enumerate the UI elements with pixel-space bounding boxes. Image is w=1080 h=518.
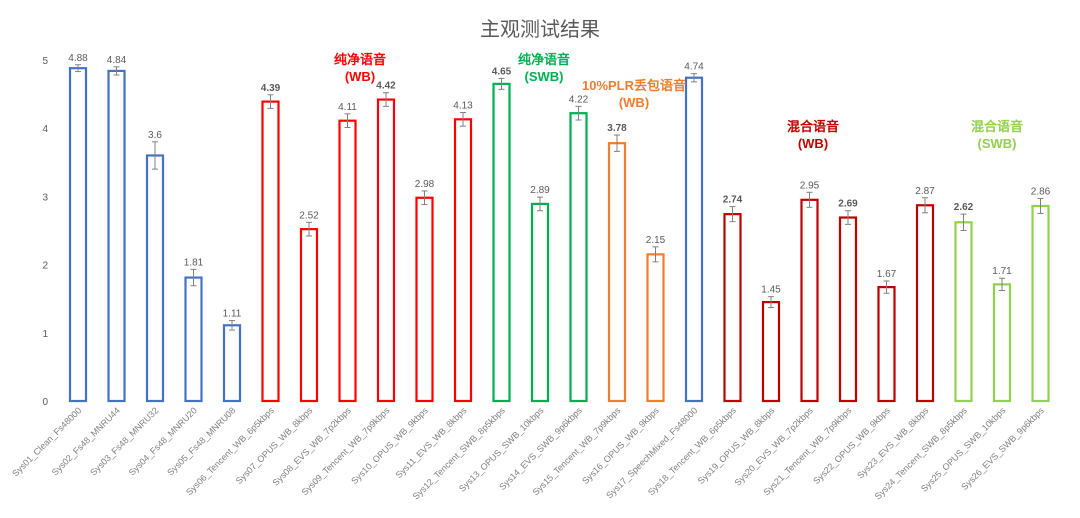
- y-tick-label: 4: [42, 124, 48, 135]
- bar: [338, 119, 357, 403]
- group-annotation: 混合语音 (WB): [787, 119, 839, 151]
- y-axis: 0 1 2 3 4 5: [42, 56, 48, 408]
- annotation-subtitle: (WB): [345, 69, 375, 84]
- annotation-title: 纯净语音: [518, 52, 570, 67]
- data-label: 4.13: [453, 101, 473, 112]
- bar: [954, 221, 973, 403]
- bar: [569, 112, 588, 403]
- bar: [530, 202, 550, 403]
- y-tick-label: 0: [42, 397, 48, 408]
- bar: [915, 204, 935, 403]
- data-label: 1.81: [184, 257, 204, 268]
- y-tick-label: 1: [42, 329, 48, 340]
- category-label: Sys01_Clean_Fs48000: [10, 405, 83, 478]
- bar: [376, 98, 396, 403]
- data-label: 1.11: [223, 309, 242, 320]
- group-annotations: 纯净语音(WB)纯净语音(SWB)10%PLR丢包语音(WB)混合语音(WB)混…: [334, 52, 1023, 151]
- bar: [453, 118, 473, 403]
- y-tick-label: 2: [42, 261, 48, 272]
- data-label: 2.69: [838, 199, 858, 210]
- bar: [222, 324, 242, 403]
- category-label: Sys03_Fs48_MNRU32: [88, 405, 160, 477]
- data-label: 4.39: [261, 83, 281, 94]
- category-label: Sys04_Fs48_MNRU20: [127, 405, 199, 477]
- bar: [107, 69, 126, 403]
- category-label: Sys02_Fs48_MNRU44: [50, 405, 122, 477]
- bar: [261, 100, 280, 403]
- annotation-subtitle: (WB): [798, 136, 828, 151]
- data-label: 4.22: [569, 94, 589, 105]
- annotation-title: 纯净语音: [334, 52, 386, 67]
- bar: [723, 213, 742, 403]
- data-label: 4.42: [376, 81, 396, 92]
- annotation-subtitle: (SWB): [525, 69, 564, 84]
- data-label: 2.95: [800, 180, 820, 191]
- bar-group: 4.84 Sys02_Fs48_MNRU44: [50, 55, 127, 478]
- category-label: Sys05_Fs48_MNRU08: [165, 405, 237, 477]
- data-label: 1.67: [877, 269, 897, 280]
- bar-series: 4.88 Sys01_Clean_Fs48000 4.84 Sys02_Fs48_MN…: [10, 53, 1050, 502]
- bar: [646, 253, 665, 403]
- annotation-subtitle: (SWB): [978, 136, 1017, 151]
- data-label: 2.98: [415, 179, 435, 190]
- group-annotation: 纯净语音 (WB): [334, 52, 386, 84]
- category-label: Sys10_OPUS_WB_9kbps: [349, 405, 430, 486]
- category-label: Sys07_OPUS_WB_8kbps: [234, 405, 315, 486]
- data-label: 4.74: [684, 62, 704, 73]
- bar: [838, 216, 858, 403]
- bar: [800, 198, 819, 403]
- category-label: Sys11_EVS_WB_8kbps: [394, 405, 469, 480]
- data-label: 2.15: [646, 235, 666, 246]
- bar: [761, 301, 781, 403]
- y-tick-label: 3: [42, 192, 48, 203]
- bar-group: 4.88 Sys01_Clean_Fs48000: [10, 53, 88, 479]
- bar: [607, 142, 627, 403]
- category-label: Sys19_OPUS_WB_8kbps: [696, 405, 777, 486]
- group-annotation: 混合语音 (SWB): [971, 119, 1023, 151]
- data-label: 2.89: [530, 185, 550, 196]
- bar: [1031, 204, 1050, 403]
- bar: [877, 286, 896, 403]
- group-annotation: 10%PLR丢包语音 (WB): [582, 78, 686, 110]
- bar: [992, 283, 1012, 403]
- category-label: Sys26_EVS_SWB_9p6kbps: [959, 405, 1046, 492]
- data-label: 4.84: [107, 55, 127, 66]
- category-label: Sys23_EVS_WB_8kbps: [855, 405, 931, 481]
- data-label: 1.45: [761, 285, 781, 296]
- data-label: 2.86: [1031, 186, 1051, 197]
- annotation-subtitle: (WB): [619, 95, 649, 110]
- chart-title: 主观测试结果: [480, 18, 600, 41]
- data-label: 3.6: [148, 130, 162, 141]
- data-label: 4.65: [492, 66, 512, 77]
- data-label: 2.74: [723, 195, 743, 206]
- annotation-title: 混合语音: [971, 119, 1023, 134]
- bar: [145, 154, 165, 403]
- category-label: Sys20_EVS_WB_7p2kbps: [732, 405, 815, 488]
- data-label: 4.88: [68, 53, 88, 64]
- bar: [68, 67, 88, 403]
- annotation-title: 10%PLR丢包语音: [582, 78, 686, 93]
- category-label: Sys08_EVS_WB_7p2kbps: [270, 405, 353, 488]
- bar: [492, 82, 511, 403]
- y-tick-label: 5: [42, 56, 48, 67]
- annotation-title: 混合语音: [787, 119, 839, 134]
- bar: [299, 228, 319, 403]
- data-label: 2.62: [954, 202, 974, 213]
- data-label: 1.71: [992, 266, 1012, 277]
- bar: [684, 76, 704, 403]
- data-label: 4.11: [338, 102, 357, 113]
- data-label: 3.78: [607, 123, 627, 134]
- category-label: Sys22_OPUS_WB_9kbps: [811, 405, 892, 486]
- bar: [415, 196, 434, 403]
- category-label: Sys16_OPUS_WB_9kbps: [580, 405, 661, 486]
- data-label: 2.87: [915, 186, 935, 197]
- data-label: 2.52: [299, 210, 319, 221]
- bar: [184, 276, 203, 403]
- group-annotation: 纯净语音 (SWB): [518, 52, 570, 84]
